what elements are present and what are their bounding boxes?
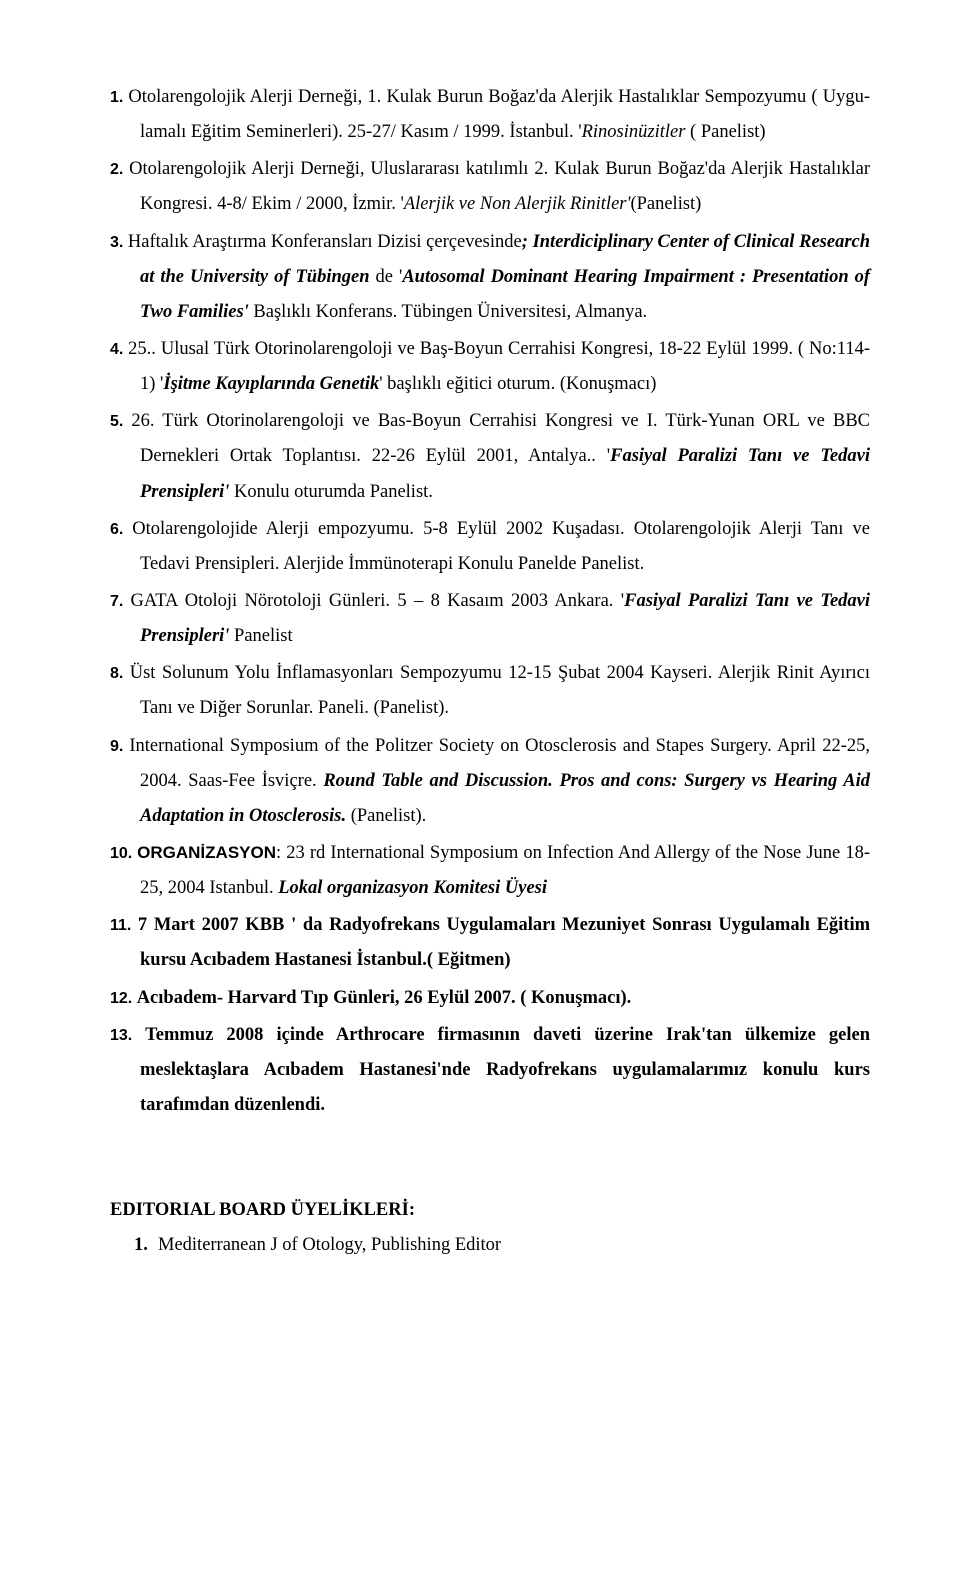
text-run: Konulu oturumda Panelist. xyxy=(234,482,433,502)
text-run: İşitme Kayıplarında Genetik xyxy=(163,374,379,394)
list-item: Haftalık Araştırma Konferansları Dizisi … xyxy=(110,225,870,330)
editorial-list: Mediterranean J of Otology, Publishing E… xyxy=(110,1228,870,1263)
list-item: Otolarengolojik Alerji Derneği, Uluslara… xyxy=(110,152,870,222)
numbered-list: Otolarengolojik Alerji Derneği, 1. Kulak… xyxy=(110,80,870,1123)
text-run: Haftalık Araştırma Konferansları Dizisi … xyxy=(128,232,522,252)
list-item: 26. Türk Otorinolarengoloji ve Bas-Boyun… xyxy=(110,404,870,509)
text-run: Üst Solunum Yolu İnflamasyonları Sempozy… xyxy=(130,663,870,718)
list-item: Otolarengolojide Alerji empozyumu. 5-8 E… xyxy=(110,512,870,582)
text-run: Acıbadem- Harvard Tıp Günleri, 26 Eylül … xyxy=(137,988,632,1008)
text-run: (Panelist) xyxy=(630,194,701,214)
text-run: (Panelist). xyxy=(346,806,426,826)
list-item: Otolarengolojik Alerji Derneği, 1. Kulak… xyxy=(110,80,870,150)
text-run: Lokal organizasyon Komitesi Üyesi xyxy=(278,878,547,898)
list-item: 7 Mart 2007 KBB ' da Radyofrekans Uygula… xyxy=(110,908,870,978)
text-run: GATA Otoloji Nörotoloji Günleri. 5 – 8 K… xyxy=(131,591,625,611)
list-item: Üst Solunum Yolu İnflamasyonları Sempozy… xyxy=(110,656,870,726)
text-run: Temmuz 2008 içinde Arthrocare firmasının… xyxy=(140,1025,870,1115)
text-run: Panelist xyxy=(229,626,292,646)
text-run: 7 Mart 2007 KBB ' da Radyofrekans Uygula… xyxy=(138,915,870,970)
text-run: ( Panelist) xyxy=(685,122,765,142)
text-run: Otolarengolojide Alerji empozyumu. 5-8 E… xyxy=(132,519,870,574)
list-item: International Symposium of the Politzer … xyxy=(110,729,870,834)
editorial-item: Mediterranean J of Otology, Publishing E… xyxy=(158,1228,870,1263)
editorial-heading: EDITORIAL BOARD ÜYELİKLERİ: xyxy=(110,1193,870,1228)
text-run: ORGANİZASYON xyxy=(137,843,276,862)
list-item: GATA Otoloji Nörotoloji Günleri. 5 – 8 K… xyxy=(110,584,870,654)
list-item: ORGANİZASYON: 23 rd International Sympos… xyxy=(110,836,870,906)
list-item: Temmuz 2008 içinde Arthrocare firmasının… xyxy=(110,1018,870,1123)
text-run: Başlıklı Konferans. Tübingen Üniversites… xyxy=(253,302,647,322)
list-item: Acıbadem- Harvard Tıp Günleri, 26 Eylül … xyxy=(110,981,870,1016)
text-run: Rinosinüzitler xyxy=(582,122,686,142)
list-item: 25.. Ulusal Türk Otorinolarengoloji ve B… xyxy=(110,332,870,402)
text-run: Alerjik ve Non Alerjik Rinitler' xyxy=(404,194,631,214)
text-run: de ' xyxy=(376,267,403,287)
text-run: ' başlıklı eğitici oturum. (Konuşmacı) xyxy=(379,374,656,394)
